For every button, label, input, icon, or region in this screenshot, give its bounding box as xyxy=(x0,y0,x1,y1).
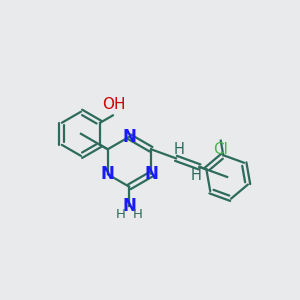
Text: H: H xyxy=(191,168,202,183)
Text: H: H xyxy=(174,142,184,157)
Text: Cl: Cl xyxy=(213,142,228,157)
Text: N: N xyxy=(101,165,115,183)
Text: H: H xyxy=(116,208,126,221)
Text: N: N xyxy=(144,165,158,183)
Text: H: H xyxy=(133,208,142,221)
Text: N: N xyxy=(122,128,136,146)
Text: N: N xyxy=(122,197,136,215)
Text: OH: OH xyxy=(103,98,126,112)
